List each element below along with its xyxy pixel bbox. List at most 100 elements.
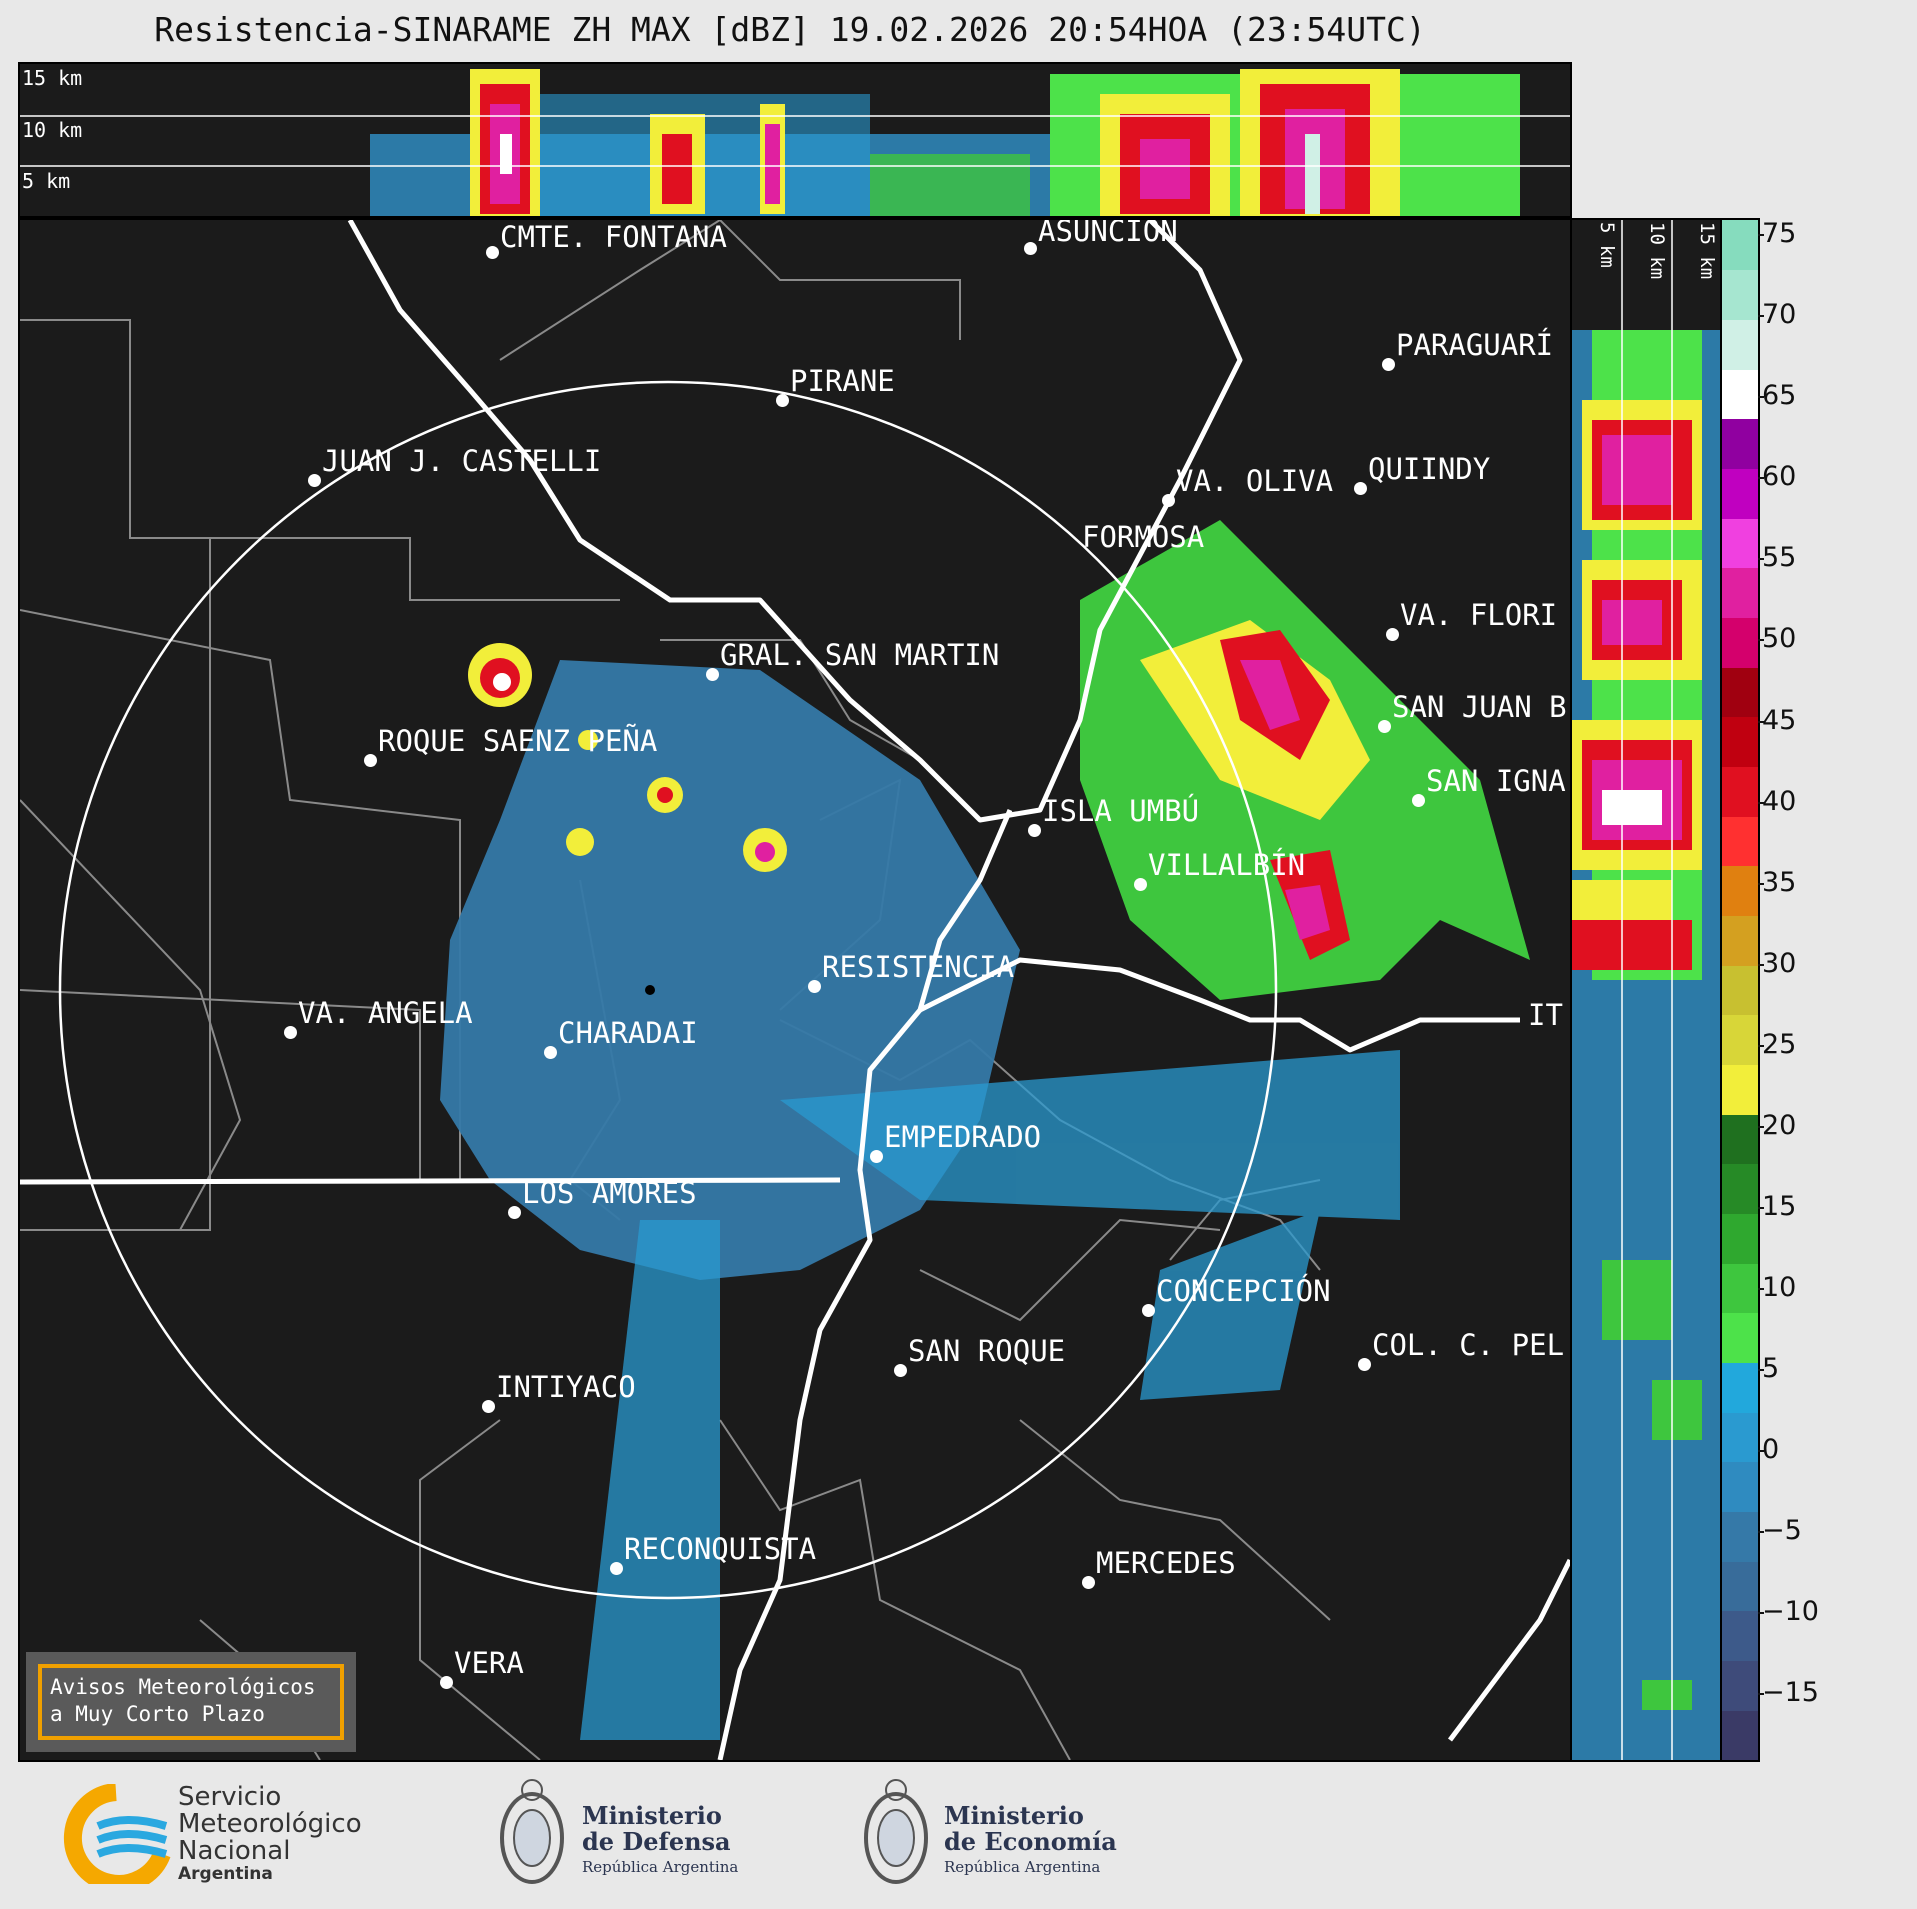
colorbar-segment [1722,716,1758,767]
colorbar-tick-mark [1758,963,1764,966]
colorbar-segment [1722,1114,1758,1165]
city-label: VA. ANGELA [284,996,473,1039]
colorbar-tick-mark [1758,1693,1764,1696]
colorbar-segment [1722,1511,1758,1562]
colorbar-segment [1722,617,1758,668]
city-label: LOS AMORES [508,1176,697,1219]
avisos-line1: Avisos Meteorológicos [50,1675,316,1699]
colorbar-tick-label: 65 [1762,380,1797,412]
colorbar-tick-mark [1758,1450,1764,1452]
colorbar-tick-label: 60 [1762,461,1797,493]
city-label: JUAN J. CASTELLI [308,444,601,487]
defensa-seal-icon [500,1779,564,1884]
colorbar-segment [1722,418,1758,469]
top-cross-section: 15 km 10 km 5 km [18,62,1572,218]
avisos-line2: a Muy Corto Plazo [50,1702,265,1726]
colorbar-segment [1722,667,1758,718]
colorbar-segment [1722,1064,1758,1115]
city-label: CHARADAI [544,1016,698,1059]
colorbar-tick-mark [1758,720,1764,723]
city-label: COL. C. PEL [1358,1328,1564,1371]
city-label: IT [1528,998,1563,1032]
colorbar-tick-label: 70 [1762,299,1797,331]
colorbar-tick-label: 30 [1762,947,1797,979]
colorbar-tick-label: 5 [1762,1352,1780,1384]
colorbar-segment [1722,1610,1758,1662]
right-xsec-label-10km: 10 km [1646,222,1668,280]
defensa-subtitle: República Argentina [582,1858,739,1876]
colorbar-segment [1722,965,1758,1016]
city-label: FORMOSA [1082,520,1205,554]
colorbar-tick-label: 20 [1762,1109,1797,1141]
colorbar-segment [1722,1213,1758,1264]
colorbar-tick-mark [1758,1531,1764,1534]
colorbar-segment [1722,816,1758,867]
colorbar-tick-label: 35 [1762,866,1797,898]
colorbar-tick-label: 50 [1762,623,1797,655]
colorbar-segment [1722,518,1758,569]
defensa-logo-text: Ministerio de Defensa [582,1801,731,1856]
colorbar-tick-label: 10 [1762,1271,1797,1303]
colorbar-tick-label: 75 [1762,218,1797,250]
colorbar-segment [1722,865,1758,916]
colorbar-segment [1722,1163,1758,1215]
city-label: EMPEDRADO [870,1120,1041,1163]
right-xsec-label-5km: 5 km [1596,222,1618,268]
colorbar-segment [1722,1362,1758,1413]
colorbar-segment [1722,1660,1758,1711]
right-cross-section: 5 km 10 km 15 km [1570,218,1724,1762]
colorbar-tick-label: −5 [1762,1515,1802,1547]
right-cross-section-image [1572,220,1722,1760]
colorbar-segment [1722,220,1758,271]
top-xsec-label-5km: 5 km [22,169,71,193]
colorbar-segment [1722,1412,1758,1463]
radar-map: CMTE. FONTANA ASUNCIÓN PARAGUARÍ PIRANE … [18,218,1572,1762]
city-label: GRAL. SAN MARTIN [706,638,999,681]
economia-seal-icon [864,1779,928,1884]
colorbar-tick-label: −10 [1762,1596,1819,1628]
city-label: SAN JUAN B [1378,690,1567,733]
colorbar-tick-mark [1758,396,1764,399]
city-label: CMTE. FONTANA [486,220,727,259]
colorbar-segment [1722,567,1758,618]
colorbar-tick-mark [1758,315,1764,318]
colorbar-tick-mark [1758,1044,1764,1047]
colorbar-tick-label: 0 [1762,1434,1780,1465]
city-label: RECONQUISTA [610,1532,816,1575]
colorbar-tick-mark [1758,477,1764,480]
colorbar-tick-mark [1758,558,1764,561]
city-label: PARAGUARÍ [1382,328,1553,371]
economia-subtitle: República Argentina [944,1858,1101,1876]
colorbar-segment [1722,319,1758,370]
page-title: Resistencia-SINARAME ZH MAX [dBZ] 19.02.… [154,10,1426,49]
colorbar-tick-mark [1758,639,1764,642]
colorbar-tick-mark [1758,234,1764,237]
radar-map-image [20,220,1570,1760]
colorbar-tick-mark [1758,882,1764,885]
city-label: ROQUE SAENZ PEÑA [364,724,657,767]
colorbar-segment [1722,1710,1758,1761]
top-cross-section-image [20,69,1570,216]
smn-logo-text: Servicio Meteorológico Nacional Argentin… [178,1782,362,1884]
smn-logo-icon [63,1784,171,1884]
colorbar-segment [1722,369,1758,420]
top-xsec-label-10km: 10 km [22,118,83,142]
city-label: MERCEDES [1082,1546,1236,1589]
colorbar-tick-mark [1758,1368,1764,1371]
city-label: VA. OLIVA [1162,464,1333,507]
colorbar-tick-label: 55 [1762,542,1797,574]
city-label: VERA [440,1646,524,1689]
city-label: RESISTENCIA [808,950,1014,993]
city-label: INTIYACO [482,1370,636,1413]
city-label: PIRANE [776,364,895,407]
colorbar-segment [1722,468,1758,519]
colorbar-tick-mark [1758,1287,1764,1290]
colorbar-segment [1722,1561,1758,1612]
economia-logo-text: Ministerio de Economía [944,1801,1117,1856]
city-label: ISLA UMBÚ [1028,794,1199,837]
colorbar-segment [1722,915,1758,966]
avisos-box: Avisos Meteorológicos a Muy Corto Plazo [26,1652,356,1752]
colorbar-tick-mark [1758,801,1764,804]
city-label: QUIINDY [1354,452,1490,495]
colorbar-segment [1722,766,1758,817]
